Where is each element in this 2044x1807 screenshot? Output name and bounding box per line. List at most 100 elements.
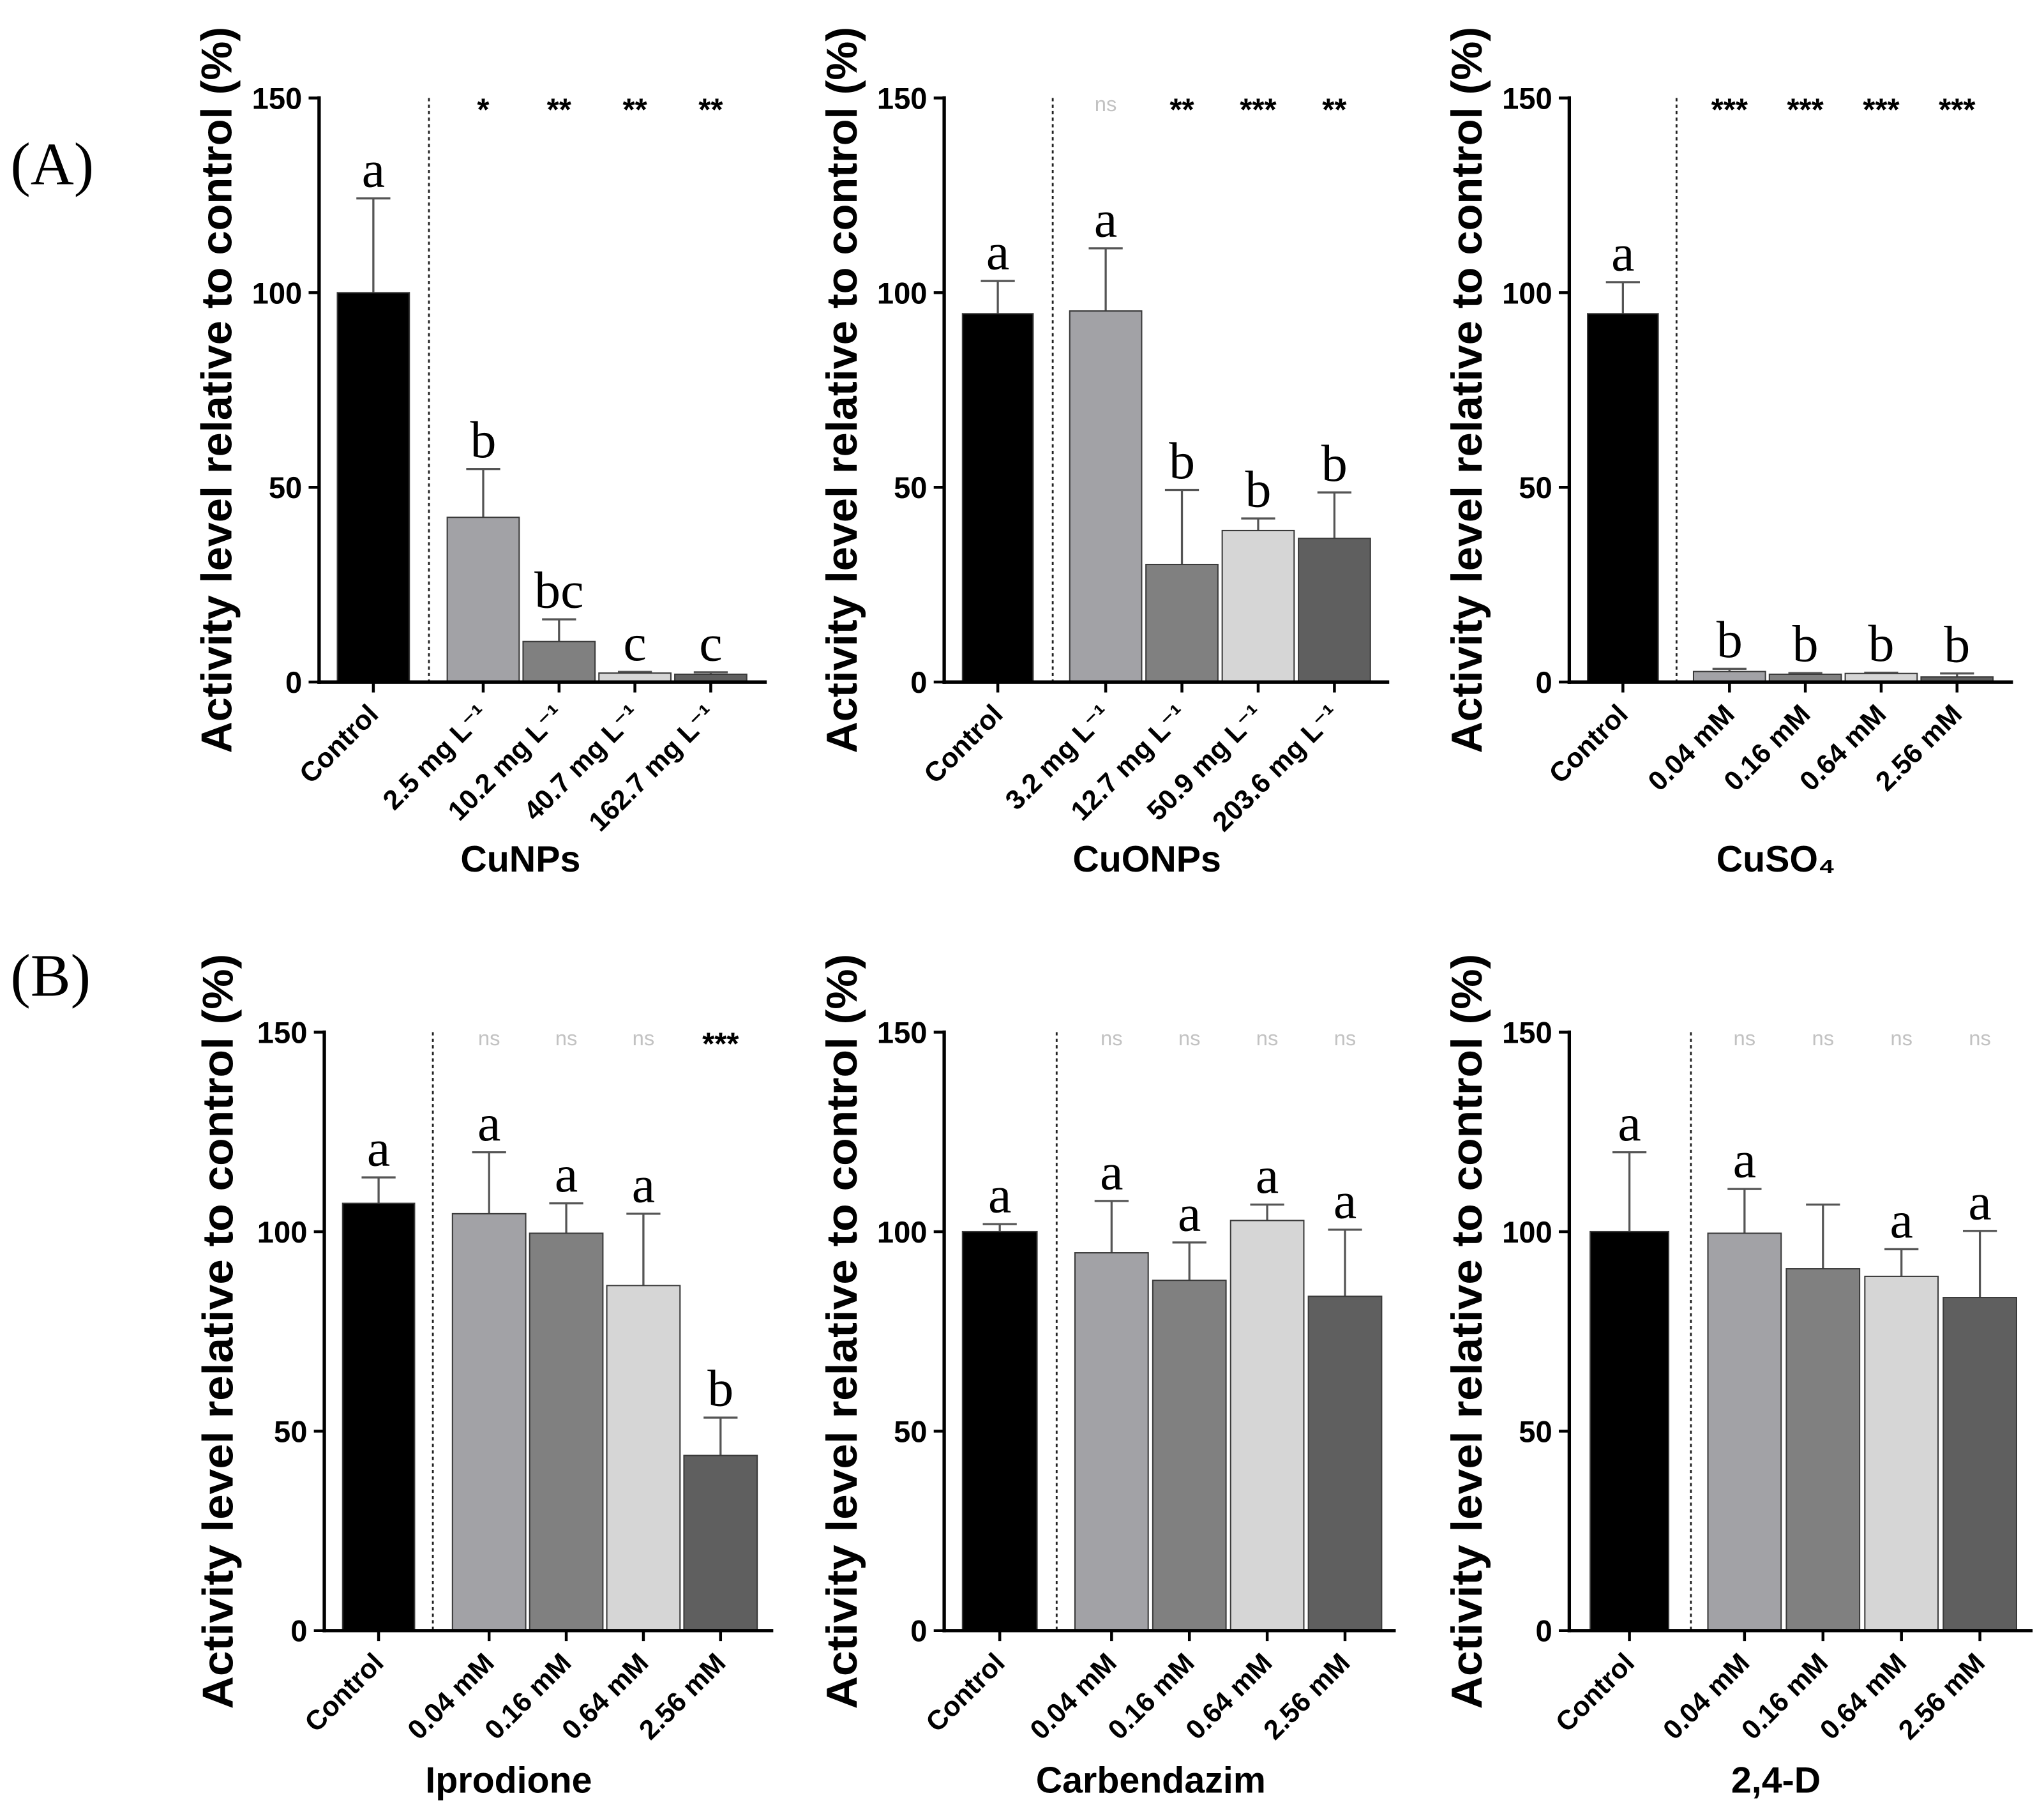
y-tick-label: 150 (877, 81, 928, 115)
panel-label-a: (A) (10, 132, 94, 198)
group-letter-control: a (1611, 224, 1634, 282)
x-axis-title: 2,4-D (1731, 1760, 1821, 1801)
x-axis-title: CuSO₄ (1717, 839, 1836, 880)
significance-marker-treatment-2: *** (1787, 93, 1824, 127)
group-letter-treatment-2: a (555, 1145, 578, 1203)
chart-cunps: Activity level relative to control (%) 0 5… (193, 27, 767, 880)
significance-marker-treatment-3: ns (1890, 1026, 1912, 1050)
y-axis-title: Activity level relative to control (%) (1443, 954, 1491, 1709)
bar-treatment-1 (1707, 1232, 1782, 1631)
group-letter-control: a (362, 140, 385, 198)
y-tick-label: 50 (1519, 1414, 1552, 1448)
y-tick-label: 100 (1502, 276, 1552, 310)
significance-marker-treatment-3: *** (1863, 93, 1900, 127)
bar-treatment-1 (451, 1213, 527, 1631)
bar-treatment-3 (1864, 1275, 1939, 1631)
y-axis-title: Activity level relative to control (%) (818, 27, 866, 753)
bar-treatment-3 (1221, 529, 1295, 683)
group-letter-treatment-4: a (1334, 1171, 1356, 1229)
significance-marker-treatment-4: ** (698, 93, 723, 127)
x-tick-label-treatment-2: 0.16 mM (1736, 1647, 1834, 1746)
group-letter-treatment-1: a (477, 1094, 500, 1152)
x-tick-label-treatment-2: 0.16 mM (1102, 1647, 1201, 1746)
bar-control (961, 313, 1034, 683)
y-tick-label: 50 (894, 471, 927, 504)
chart-iprodione: Activity level relative to control (%) 0 5… (195, 954, 774, 1801)
group-letter-treatment-2: b (1169, 432, 1195, 490)
significance-marker-treatment-3: ns (1256, 1026, 1279, 1050)
y-tick-label: 150 (1502, 81, 1552, 115)
bar-treatment-2 (1785, 1268, 1861, 1631)
significance-marker-treatment-2: ** (1169, 93, 1194, 127)
bar-control (336, 292, 410, 683)
y-tick-label: 100 (252, 276, 303, 310)
y-tick-label: 0 (910, 1614, 927, 1648)
bar-treatment-2 (522, 640, 596, 683)
group-letter-treatment-3: b (1245, 460, 1272, 518)
y-tick-label: 50 (269, 471, 302, 504)
group-letter-control: a (1618, 1094, 1641, 1152)
bar-treatment-2 (1152, 1280, 1227, 1631)
group-letter-treatment-4: c (699, 614, 722, 672)
x-tick-label-treatment-1: 0.04 mM (1025, 1647, 1123, 1746)
y-axis-title: Activity level relative to control (%) (818, 954, 866, 1709)
bar-treatment-2 (529, 1232, 604, 1631)
bar-treatment-4 (1307, 1296, 1383, 1631)
panel-label-b: (B) (10, 942, 91, 1009)
x-axis-title: Carbendazim (1036, 1760, 1266, 1801)
y-tick-label: 0 (1536, 1614, 1552, 1648)
group-letter-treatment-3: a (632, 1155, 655, 1213)
group-letter-treatment-3: c (623, 614, 646, 672)
group-letter-treatment-3: b (1868, 614, 1894, 672)
significance-marker-treatment-4: ** (1322, 93, 1347, 127)
bar-treatment-4 (1943, 1297, 2018, 1631)
y-tick-label: 100 (1502, 1215, 1552, 1249)
group-letter-control: a (988, 1166, 1011, 1224)
chart-carbendazim: Activity level relative to control (%) 0 5… (818, 954, 1396, 1801)
x-tick-label-control: Control (299, 1647, 389, 1738)
bar-treatment-4 (683, 1455, 758, 1631)
y-tick-label: 50 (894, 1414, 927, 1448)
y-tick-label: 150 (252, 81, 303, 115)
y-tick-label: 0 (910, 665, 927, 699)
significance-marker-treatment-3: *** (1240, 93, 1277, 127)
group-letter-treatment-4: b (1321, 434, 1348, 492)
bar-control (1587, 313, 1659, 683)
bar-control (1589, 1230, 1670, 1631)
bar-treatment-1 (446, 517, 520, 683)
group-letter-treatment-2: bc (534, 561, 583, 619)
x-axis-title: CuONPs (1072, 839, 1221, 880)
x-tick-label-control: Control (1544, 699, 1634, 790)
group-letter-control: a (367, 1119, 390, 1177)
group-letter-treatment-4: b (1944, 615, 1970, 673)
significance-marker-treatment-4: ns (1334, 1026, 1356, 1050)
group-letter-treatment-1: a (1733, 1131, 1756, 1189)
y-tick-label: 100 (257, 1215, 308, 1249)
y-tick-label: 100 (877, 276, 928, 310)
x-tick-label-treatment-3: 0.64 mM (1814, 1647, 1912, 1746)
bar-control (342, 1202, 416, 1631)
significance-marker-treatment-1: ns (1095, 92, 1117, 116)
significance-marker-treatment-4: *** (1939, 93, 1976, 127)
group-letter-treatment-3: a (1890, 1191, 1913, 1249)
x-tick-label-treatment-3: 0.64 mM (1180, 1647, 1278, 1746)
significance-marker-treatment-2: ns (1812, 1026, 1834, 1050)
bar-treatment-2 (1145, 563, 1219, 683)
x-tick-label-control: Control (920, 1647, 1011, 1738)
x-axis-title: CuNPs (460, 839, 580, 880)
x-axis-title: Iprodione (425, 1760, 592, 1801)
chart-cuonps: Activity level relative to control (%) 0 5… (818, 27, 1390, 880)
y-tick-label: 100 (877, 1215, 928, 1249)
chart-2-4-d: Activity level relative to control (%) 0 5… (1443, 954, 2033, 1801)
group-letter-treatment-4: a (1968, 1172, 1991, 1230)
x-tick-label-treatment-4: 2.56 mM (1258, 1647, 1356, 1746)
group-letter-treatment-2: b (1792, 615, 1819, 673)
x-tick-label-control: Control (1550, 1647, 1641, 1738)
group-letter-treatment-1: a (1100, 1142, 1123, 1200)
significance-marker-treatment-4: ns (1969, 1026, 1991, 1050)
chart-cuso4: Activity level relative to control (%) 0 5… (1443, 27, 2013, 880)
significance-marker-treatment-4: *** (702, 1027, 739, 1061)
group-letter-control: a (986, 223, 1009, 281)
